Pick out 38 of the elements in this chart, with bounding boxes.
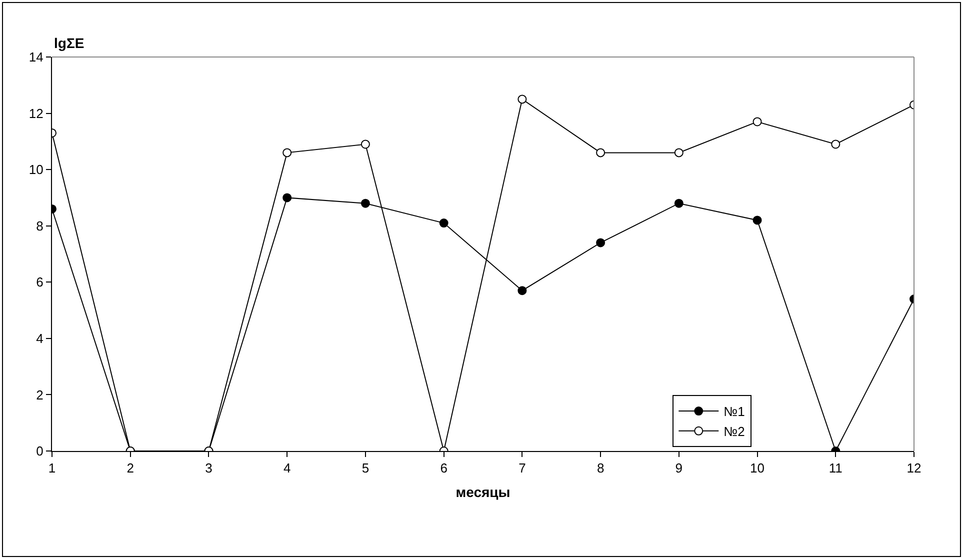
point: [674, 198, 684, 208]
point: [752, 117, 762, 126]
y-tick-label: 2: [36, 387, 44, 402]
point: [831, 140, 840, 149]
point: [752, 216, 762, 225]
y-tick-label: 10: [28, 162, 44, 178]
y-tick-label: 8: [36, 218, 44, 234]
point: [360, 140, 370, 149]
point: [518, 286, 527, 296]
point: [674, 148, 684, 158]
x-tick-label: 9: [675, 460, 683, 476]
x-tick-label: 3: [205, 460, 212, 476]
x-axis-title: месяцы: [456, 484, 510, 500]
y-tick-label: 14: [28, 50, 44, 65]
x-tick-label: 11: [828, 460, 842, 476]
y-tick-label: 12: [28, 106, 44, 121]
y-tick-label: 4: [36, 330, 44, 346]
point: [282, 148, 292, 158]
x-tick-label: 10: [750, 460, 765, 476]
x-tick-label: 5: [362, 460, 370, 476]
point: [518, 94, 527, 104]
point: [282, 193, 292, 202]
x-tick-label: 7: [518, 460, 526, 476]
point: [596, 148, 606, 158]
point: [439, 218, 448, 228]
y-tick-label: 6: [36, 274, 44, 290]
x-tick-label: 12: [906, 460, 922, 476]
y-tick-label: 0: [36, 444, 44, 459]
x-tick-label: 4: [283, 460, 291, 476]
x-tick-label: 8: [596, 460, 604, 476]
point: [596, 238, 606, 248]
legend-label: №2: [724, 424, 745, 439]
x-tick-label: 2: [126, 460, 134, 476]
y-axis-title: lgΣE: [54, 35, 84, 51]
x-tick-label: 1: [48, 460, 56, 476]
x-tick-label: 6: [440, 460, 448, 476]
legend-label: №1: [724, 404, 745, 420]
point: [360, 198, 370, 208]
